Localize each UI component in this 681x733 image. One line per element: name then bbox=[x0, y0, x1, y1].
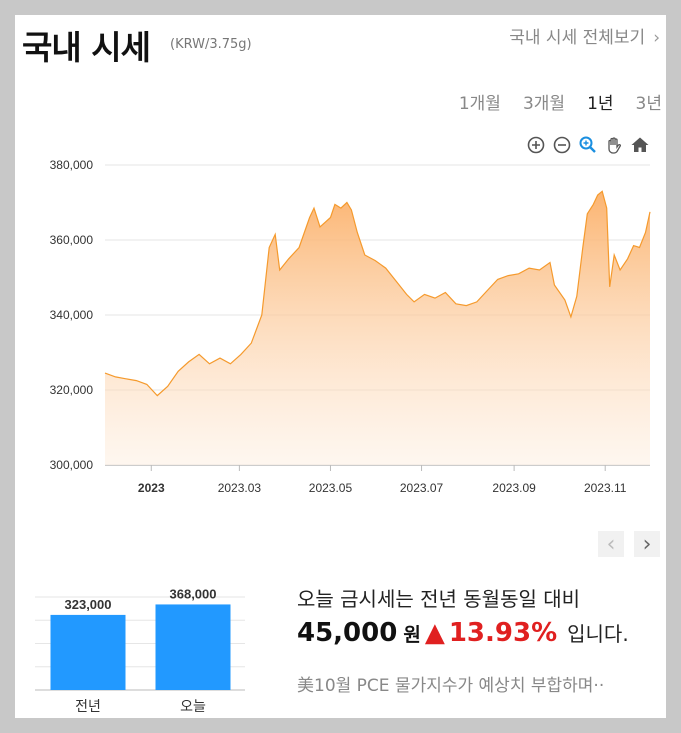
next-button[interactable]: › bbox=[634, 531, 660, 557]
zoom-in-icon[interactable] bbox=[526, 135, 546, 155]
home-icon[interactable] bbox=[630, 135, 650, 155]
unit-label: (KRW/3.75g) bbox=[170, 37, 252, 52]
diff-value: 45,000 bbox=[297, 618, 398, 648]
prev-button[interactable]: ‹ bbox=[598, 531, 624, 557]
y-tick-label: 380,000 bbox=[50, 158, 94, 172]
price-line bbox=[104, 190, 651, 397]
x-tick-label: 2023.03 bbox=[218, 481, 262, 495]
y-tick-label: 340,000 bbox=[50, 308, 94, 322]
comparison-bars: 323,000 전년 368,000 오늘 bbox=[50, 586, 231, 714]
summary-tail: 입니다. bbox=[567, 622, 629, 646]
range-tabs: 1개월 3개월 1년 3년 bbox=[459, 89, 662, 114]
gold-price-panel: 국내 시세 (KRW/3.75g) 국내 시세 전체보기 › 1개월 3개월 1년… bbox=[15, 15, 666, 718]
comparison-bar bbox=[50, 614, 126, 690]
price-area-fill bbox=[105, 191, 650, 466]
bar-value-label: 368,000 bbox=[170, 586, 217, 601]
chevron-right-icon: › bbox=[642, 531, 652, 557]
comparison-bar bbox=[155, 604, 231, 690]
tab-1-month[interactable]: 1개월 bbox=[458, 94, 501, 114]
chart-toolbar bbox=[526, 135, 650, 155]
x-axis: 2023 2023.03 2023.05 2023.07 2023.09 2023.11 bbox=[105, 465, 650, 495]
news-headline-link[interactable]: 美10월 PCE 물가지수가 예상치 부합하며·· bbox=[297, 676, 605, 696]
price-area-chart: 380,000 360,000 340,000 320,000 300,000 2023… bbox=[50, 158, 651, 495]
comparison-bar-chart: 323,000 전년 368,000 오늘 bbox=[35, 586, 245, 714]
x-tick-label: 2023.11 bbox=[584, 481, 627, 495]
view-all-label: 국내 시세 전체보기 bbox=[509, 28, 646, 48]
percent-change: 13.93% bbox=[448, 618, 558, 648]
chevron-right-icon: › bbox=[653, 28, 660, 48]
x-tick-label: 2023.07 bbox=[400, 481, 444, 495]
summary-diff: 45,000 원 ▲ 13.93% 입니다. bbox=[297, 618, 629, 648]
bar-category-label: 오늘 bbox=[180, 698, 206, 714]
x-tick-label: 2023.09 bbox=[492, 481, 536, 495]
pager: ‹ › bbox=[598, 531, 660, 557]
y-tick-label: 320,000 bbox=[50, 383, 94, 397]
chevron-left-icon: ‹ bbox=[606, 531, 616, 557]
summary-sentence: 오늘 금시세는 전년 동월동일 대비 bbox=[297, 587, 581, 611]
tab-1-year[interactable]: 1년 bbox=[587, 94, 614, 114]
y-tick-label: 300,000 bbox=[50, 458, 94, 472]
magnify-icon[interactable] bbox=[578, 135, 598, 155]
bar-category-label: 전년 bbox=[75, 698, 101, 714]
view-all-link[interactable]: 국내 시세 전체보기 › bbox=[509, 23, 660, 48]
tab-3-month[interactable]: 3개월 bbox=[522, 94, 566, 114]
tab-3-year[interactable]: 3년 bbox=[635, 94, 662, 114]
x-tick-label: 2023.05 bbox=[309, 481, 353, 495]
zoom-out-icon[interactable] bbox=[552, 135, 572, 155]
bar-value-label: 323,000 bbox=[65, 597, 112, 612]
x-tick-label: 2023 bbox=[138, 481, 165, 495]
y-tick-label: 360,000 bbox=[50, 233, 94, 247]
won-unit: 원 bbox=[403, 624, 421, 646]
pan-hand-icon[interactable] bbox=[604, 135, 624, 155]
up-arrow-icon: ▲ bbox=[424, 618, 445, 648]
page-title: 국내 시세 bbox=[22, 28, 151, 67]
